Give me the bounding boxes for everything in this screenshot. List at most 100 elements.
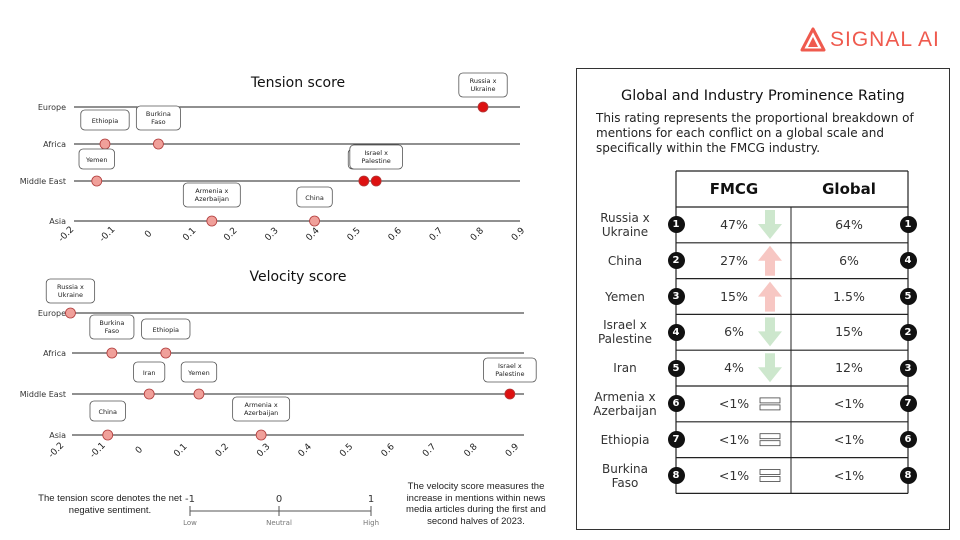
row-label-iran: Iran bbox=[613, 361, 637, 376]
scale-tick-label: Low bbox=[183, 519, 197, 527]
prominence-panel: Global and Industry Prominence Rating Th… bbox=[576, 68, 950, 530]
panel-description: This rating represents the proportional … bbox=[596, 111, 914, 155]
row-label-ethiopia: Ethiopia bbox=[600, 432, 650, 447]
tension-point-label-burkina-faso: Burkina Faso bbox=[146, 110, 171, 126]
velocity-label-box-russia-x-ukraine bbox=[45, 278, 96, 304]
fmcg-rank-badge: 7 bbox=[667, 431, 685, 449]
fmcg-value-ethiopia: <1% bbox=[718, 431, 750, 447]
trend-up-arrow-icon bbox=[758, 245, 782, 276]
trend-down-arrow-icon bbox=[758, 353, 782, 383]
trend-equal-icon bbox=[759, 476, 781, 482]
scale-tick-label: High bbox=[363, 519, 379, 527]
velocity-label-box-yemen bbox=[180, 361, 218, 383]
row-label-yemen: Yemen bbox=[605, 289, 645, 304]
velocity-point-ethiopia bbox=[160, 347, 172, 359]
velocity-point-russia-x-ukraine bbox=[65, 307, 76, 319]
scale-tick-value: 0 bbox=[276, 494, 282, 505]
tension-x-tick-label: 0 bbox=[143, 229, 154, 240]
velocity-point-label-israel-x-palestine: Israel x Palestine bbox=[495, 362, 524, 378]
fmcg-value-yemen: 15% bbox=[720, 288, 748, 304]
tension-point-label-israel-x-palestine: Israel x Palestine bbox=[362, 149, 391, 165]
row-label-armenia-x-azerbaijan: Armenia x Azerbaijan bbox=[593, 389, 657, 418]
tension-point-label-china: China bbox=[305, 194, 324, 202]
global-rank-badge: 6 bbox=[899, 431, 917, 449]
tension-label-box-china bbox=[296, 186, 333, 208]
velocity-label-box-israel-x-palestine bbox=[483, 357, 537, 383]
scale-tick-label: Neutral bbox=[266, 519, 292, 527]
trend-down-arrow-icon bbox=[758, 317, 782, 347]
velocity-point-label-burkina-faso: Burkina Faso bbox=[99, 319, 124, 335]
fmcg-rank-badge: 4 bbox=[667, 323, 685, 341]
column-header-fmcg: FMCG bbox=[709, 180, 759, 198]
fmcg-rank-badge: 5 bbox=[667, 359, 685, 377]
fmcg-value-iran: 4% bbox=[724, 360, 744, 376]
tension-point-label-yemen: Yemen bbox=[85, 156, 108, 164]
global-value-israel-x-palestine: 15% bbox=[835, 324, 863, 340]
tension-point-label-armenia-x-azerbaijan: Armenia x Azerbaijan bbox=[195, 187, 229, 203]
velocity-point-yemen bbox=[193, 388, 205, 400]
global-rank-badge: 7 bbox=[899, 395, 917, 413]
velocity-point-label-iran: Iran bbox=[143, 369, 156, 377]
panel-title: Global and Industry Prominence Rating bbox=[621, 88, 905, 104]
velocity-category-label: Europe bbox=[38, 309, 66, 318]
tension-label-box-israel-x-palestine bbox=[349, 144, 403, 170]
tension-category-label: Middle East bbox=[20, 177, 66, 186]
tension-category-label: Europe bbox=[38, 103, 66, 112]
fmcg-rank-badge: 6 bbox=[667, 395, 685, 413]
tension-point-burkina-faso bbox=[152, 138, 164, 150]
fmcg-rank-badge: 2 bbox=[667, 252, 685, 270]
tension-point-label-ethiopia: Ethiopia bbox=[92, 117, 118, 125]
velocity-category-label: Middle East bbox=[20, 390, 66, 399]
score-charts: Tension score Europe Africa Middle East Asia… bbox=[20, 72, 537, 460]
tension-category-label: Africa bbox=[43, 140, 66, 149]
tension-label-box-armenia-x-azerbaijan bbox=[182, 182, 241, 208]
global-value-ethiopia: <1% bbox=[833, 431, 865, 447]
tension-label-box-yemen bbox=[78, 148, 115, 170]
row-label-russia-x-ukraine: Russia x Ukraine bbox=[600, 210, 650, 239]
trend-equal-icon bbox=[759, 440, 781, 447]
tension-point-russia-x-ukraine bbox=[477, 101, 489, 113]
velocity-point-iran bbox=[143, 388, 155, 400]
global-value-yemen: 1.5% bbox=[833, 288, 865, 304]
tension-point-israel-x-palestine bbox=[370, 175, 382, 187]
signal-logo-icon bbox=[800, 27, 826, 52]
velocity-x-tick-label: 0 bbox=[134, 445, 145, 456]
tension-point-yemen bbox=[91, 175, 103, 187]
velocity-point-israel-x-palestine bbox=[504, 388, 516, 400]
tension-chart-title: Tension score bbox=[250, 75, 345, 91]
fmcg-value-china: 27% bbox=[720, 252, 748, 268]
global-value-armenia-x-azerbaijan: <1% bbox=[833, 395, 865, 411]
fmcg-rank-badge: 8 bbox=[667, 467, 685, 484]
velocity-point-label-armenia-x-azerbaijan: Armenia x Azerbaijan bbox=[244, 401, 278, 417]
fmcg-value-israel-x-palestine: 6% bbox=[724, 324, 744, 340]
trend-equal-icon bbox=[759, 433, 781, 440]
row-label-china: China bbox=[607, 253, 643, 268]
velocity-point-label-china: China bbox=[98, 408, 117, 416]
global-rank-badge: 8 bbox=[899, 467, 917, 484]
signal-ai-logo: SIGNAL AI bbox=[800, 24, 940, 56]
scale-tick-value: -1 bbox=[185, 494, 195, 505]
fmcg-value-armenia-x-azerbaijan: <1% bbox=[718, 395, 750, 411]
velocity-label-box-ethiopia bbox=[141, 318, 191, 340]
tension-label-box-ethiopia bbox=[80, 109, 130, 131]
global-value-china: 6% bbox=[839, 252, 859, 268]
global-value-iran: 12% bbox=[835, 360, 863, 376]
velocity-note: The velocity score measures the increase… bbox=[406, 481, 546, 527]
tension-point-iran bbox=[358, 175, 370, 187]
global-rank-badge: 2 bbox=[899, 323, 917, 341]
velocity-category-label: Asia bbox=[49, 431, 66, 440]
velocity-point-burkina-faso bbox=[106, 347, 118, 359]
brand-name: SIGNAL AI bbox=[830, 28, 940, 51]
tension-point-china bbox=[309, 215, 320, 227]
velocity-point-armenia-x-azerbaijan bbox=[255, 429, 267, 441]
tension-point-armenia-x-azerbaijan bbox=[206, 215, 218, 227]
tension-note: The tension score denotes the net negati… bbox=[38, 493, 182, 516]
scale-tick-value: 1 bbox=[368, 494, 374, 505]
global-value-russia-x-ukraine: 64% bbox=[835, 216, 863, 232]
velocity-label-box-burkina-faso bbox=[89, 314, 135, 340]
global-rank-badge: 5 bbox=[899, 288, 917, 305]
fmcg-rank-badge: 1 bbox=[667, 216, 685, 234]
velocity-point-label-yemen: Yemen bbox=[187, 369, 210, 377]
trend-equal-icon bbox=[759, 404, 781, 411]
trend-equal-icon bbox=[759, 397, 781, 404]
